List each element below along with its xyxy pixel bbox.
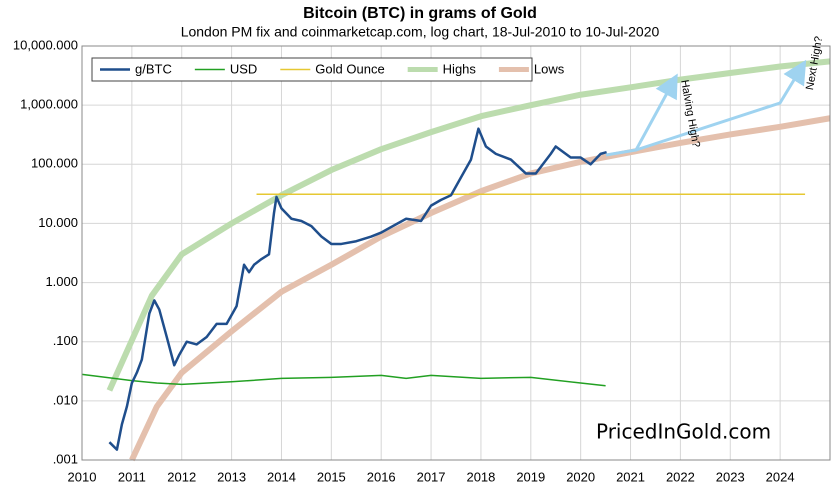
series-line [108, 127, 607, 451]
y-tick-label: 10,000.000 [13, 37, 78, 52]
series-line [106, 58, 831, 392]
next-arrow [635, 59, 807, 152]
x-tick-label: 2021 [616, 469, 645, 484]
x-tick-label: 2012 [167, 469, 196, 484]
watermark: PricedInGold.com [596, 420, 771, 444]
chart-title: Bitcoin (BTC) in grams of Gold [303, 5, 537, 22]
plot-frame [81, 45, 831, 461]
x-tick-label: 2019 [516, 469, 545, 484]
legend-box [91, 57, 533, 82]
x-tick-label: 2014 [267, 469, 296, 484]
y-tick-label: .100 [53, 333, 78, 348]
y-tick-label: .001 [53, 451, 78, 466]
y-tick-label: .010 [53, 392, 78, 407]
annotation: Halving High? [678, 79, 702, 149]
x-tick-label: 2024 [766, 469, 795, 484]
y-tick-label: 10.000 [38, 215, 78, 230]
x-tick-label: 2016 [367, 469, 396, 484]
y-tick-label: 1.000 [45, 274, 78, 289]
x-tick-label: 2018 [466, 469, 495, 484]
x-tick-label: 2010 [68, 469, 97, 484]
legend-label: Gold Ounce [315, 61, 384, 76]
grid [81, 45, 830, 461]
legend-label: Highs [443, 61, 477, 76]
legend-label: Lows [534, 61, 565, 76]
x-tick-label: 2015 [317, 469, 346, 484]
x-tick-label: 2013 [217, 469, 246, 484]
series-line [81, 373, 606, 387]
legend-label: g/BTC [135, 61, 172, 76]
series-line [129, 115, 831, 462]
chart-subtitle: London PM fix and coinmarketcap.com, log… [181, 24, 660, 40]
legend: g/BTC USD Gold Ounce Highs Lows [100, 61, 565, 76]
x-tick-label: 2023 [716, 469, 745, 484]
x-tick-label: 2020 [566, 469, 595, 484]
x-tick-label: 2017 [417, 469, 446, 484]
y-tick-label: 1,000.000 [20, 97, 78, 112]
x-tick-label: 2011 [118, 469, 146, 484]
y-tick-label: 100.000 [31, 156, 78, 171]
x-tick-label: 2022 [666, 469, 695, 484]
legend-label: USD [230, 61, 257, 76]
lines [81, 58, 831, 462]
